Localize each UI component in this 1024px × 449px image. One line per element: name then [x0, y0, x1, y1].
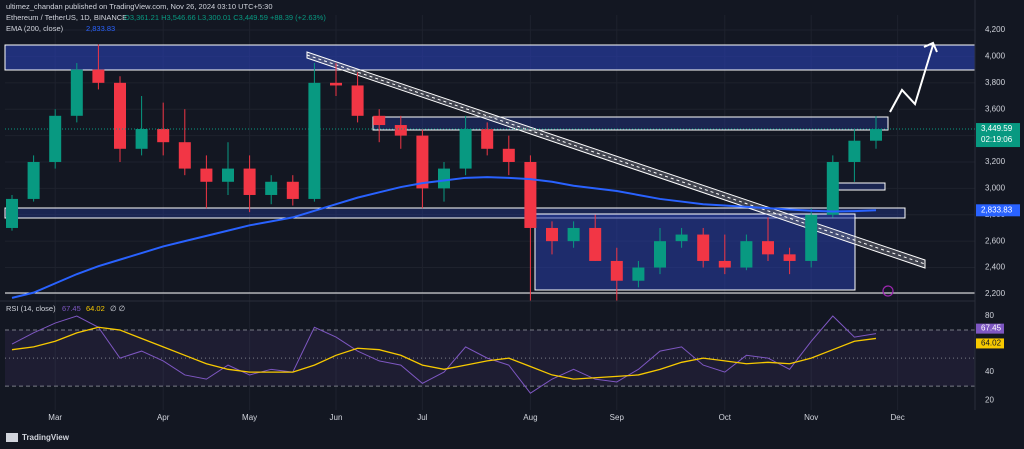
y-tick-label: 4,200 [985, 25, 1006, 34]
last-price-tag [976, 123, 1020, 148]
candle-body [200, 168, 213, 182]
x-tick-label: Apr [157, 413, 170, 422]
x-tick-label: Dec [890, 413, 904, 422]
candle-body [70, 69, 83, 116]
candle-body [114, 82, 126, 149]
rsi-value-tag [976, 338, 1004, 349]
candle-body [373, 115, 386, 126]
ema-price-label: 2,833.83 [981, 205, 1013, 214]
ohlc-values: O3,361.21 H3,546.66 L3,300.01 C3,449.59 … [124, 13, 326, 22]
candle-body [524, 161, 537, 228]
candle-body [502, 148, 515, 162]
candle-body [178, 142, 191, 169]
rsi-value-label: 67.45 [981, 324, 1002, 333]
candle-body [6, 198, 18, 228]
candle-body [438, 168, 450, 189]
y-tick-label: 2,400 [985, 263, 1006, 272]
candle-body [481, 129, 494, 149]
y-tick-label: 2,600 [985, 236, 1006, 245]
ema-line [11, 176, 877, 299]
y-tick-label: 3,800 [985, 78, 1006, 87]
candle-body [416, 135, 429, 189]
candle-body [610, 260, 623, 281]
support-zone [4, 207, 906, 219]
candle-body [27, 161, 40, 199]
candle-body [394, 125, 407, 136]
x-tick-label: Sep [610, 413, 625, 422]
publisher: ultimez_chandan published on TradingView… [6, 2, 273, 11]
candle-body [762, 241, 774, 255]
candle-body [286, 181, 299, 199]
y-tick-label: 20 [985, 395, 994, 404]
candle-body [567, 227, 580, 242]
candle-body [157, 129, 170, 143]
candle-body [265, 181, 278, 195]
candle-body [135, 129, 148, 149]
drawings [4, 41, 976, 297]
candle-body [870, 129, 882, 141]
event-icon[interactable] [882, 285, 894, 297]
candle-body [243, 168, 256, 195]
y-tick-label: 4,000 [985, 52, 1006, 61]
trend-midline [306, 54, 926, 265]
candle-body [632, 267, 645, 281]
x-tick-label: Oct [719, 413, 732, 422]
candle-body [675, 234, 688, 242]
consolidation-box [834, 182, 886, 191]
range-box [534, 213, 856, 291]
y-tick-label: 80 [985, 311, 994, 320]
x-tick-label: May [242, 413, 257, 422]
rsi-line [11, 315, 877, 394]
y-tick-label: 3,600 [985, 104, 1006, 113]
candle-body [740, 241, 753, 268]
y-tick-label: 3,000 [985, 183, 1006, 192]
rsi-legend-value: 67.45 [62, 304, 81, 313]
x-tick-label: Aug [523, 413, 537, 422]
ema-price-tag [976, 204, 1020, 217]
candle-body [351, 85, 364, 116]
footer: TradingView [22, 433, 70, 442]
arrow-head [923, 41, 938, 53]
projection-arrow [889, 44, 934, 113]
candle-body [546, 227, 558, 242]
candle-body [697, 234, 710, 261]
rsi-value-tag [976, 323, 1004, 334]
rsi-legend: RSI (14, close) [6, 304, 56, 313]
supply-zone [4, 44, 976, 71]
x-tick-label: Mar [48, 413, 62, 422]
ema-legend-value: 2,833.83 [86, 24, 115, 33]
candle-body [826, 161, 839, 215]
x-tick-label: Jul [417, 413, 427, 422]
logo-icon [6, 433, 18, 442]
x-tick-label: Jun [330, 413, 343, 422]
candle-body [783, 254, 796, 261]
candle-body [805, 214, 818, 261]
candle-body [92, 69, 105, 83]
candle-body [222, 168, 234, 182]
candle-body [330, 82, 342, 86]
candle-body [654, 241, 666, 268]
countdown: 02:19:06 [981, 135, 1013, 144]
candle-body [308, 82, 321, 199]
ema-legend: EMA (200, close) [6, 24, 64, 33]
x-tick-label: Nov [804, 413, 818, 422]
rsi-legend-suffix: ∅ ∅ [110, 304, 125, 313]
candle-body [459, 129, 472, 169]
resistance-zone [372, 116, 889, 131]
y-tick-label: 40 [985, 367, 994, 376]
candle-body [718, 260, 731, 268]
candle-body [848, 140, 861, 162]
y-tick-label: 3,200 [985, 157, 1006, 166]
candle-body [49, 115, 62, 162]
candle-body [589, 227, 602, 261]
rsi-ma-line [11, 326, 877, 380]
last-price-label: 3,449.59 [981, 124, 1013, 133]
rsi-ma-legend-value: 64.02 [86, 304, 105, 313]
y-tick-label: 2,200 [985, 289, 1006, 298]
rsi-value-label: 64.02 [981, 339, 1002, 348]
symbol-title: Ethereum / TetherUS, 1D, BINANCE [6, 13, 127, 22]
